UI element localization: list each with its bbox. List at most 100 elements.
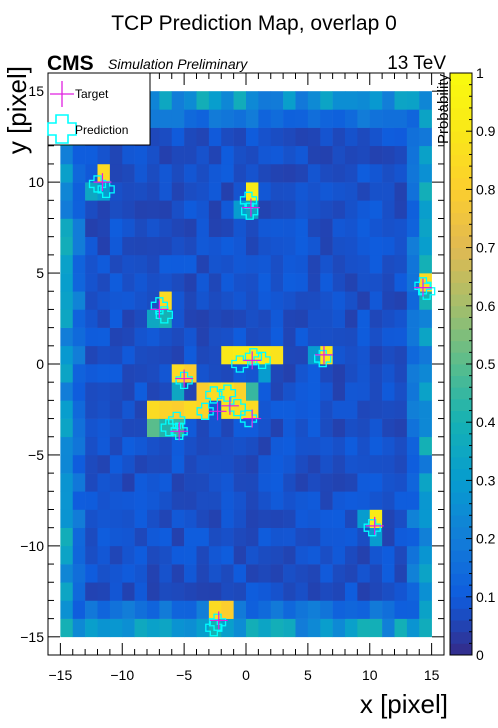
heatmap-cell <box>419 582 432 601</box>
heatmap-cell <box>208 345 222 365</box>
heatmap-cell <box>332 182 346 201</box>
heatmap-cell <box>85 309 98 328</box>
heatmap-cell <box>419 109 432 128</box>
heatmap-cell <box>283 254 296 274</box>
heatmap-cell <box>345 418 358 438</box>
heatmap-cell <box>258 418 272 438</box>
y-tick-label: −15 <box>20 629 44 645</box>
heatmap-cell <box>208 91 222 110</box>
heatmap-cell <box>109 182 123 201</box>
colorbar-tick-label: 0.9 <box>476 123 496 139</box>
heatmap-cell <box>406 618 420 638</box>
heatmap-cell <box>394 364 408 383</box>
heatmap-cell <box>258 200 272 219</box>
heatmap-cell <box>171 382 185 401</box>
heatmap-cell <box>345 545 358 565</box>
heatmap-cell <box>196 182 210 201</box>
heatmap-cell <box>307 600 321 619</box>
heatmap-cell <box>419 200 432 219</box>
heatmap-cell <box>208 600 222 619</box>
heatmap-cell <box>233 254 247 274</box>
heatmap-cell <box>97 545 111 565</box>
heatmap-cell <box>221 200 234 219</box>
heatmap-cell <box>258 564 272 583</box>
heatmap-cell <box>246 418 259 438</box>
heatmap-cell <box>295 418 309 438</box>
heatmap-cell <box>307 473 321 492</box>
target-marker <box>170 422 189 441</box>
heatmap-cell <box>382 364 395 383</box>
heatmap-cell <box>320 273 333 292</box>
heatmap-cell <box>85 364 98 383</box>
heatmap-cell <box>295 309 309 328</box>
heatmap-cell <box>246 582 259 601</box>
heatmap-cell <box>134 600 148 619</box>
heatmap-cell <box>171 254 185 274</box>
heatmap-cell <box>233 291 247 310</box>
heatmap-cell <box>221 127 234 147</box>
heatmap-cell <box>122 545 135 565</box>
heatmap-cell <box>270 91 284 110</box>
colorbar-segment <box>450 177 472 190</box>
heatmap-cell <box>332 527 346 547</box>
heatmap-cell <box>320 491 333 510</box>
heatmap-cell <box>233 182 247 201</box>
colorbar-segment <box>450 410 472 423</box>
colorbar-tick-label: 0 <box>476 647 484 663</box>
heatmap-cell <box>295 345 309 365</box>
heatmap-cell <box>419 509 432 528</box>
heatmap-cell <box>394 127 408 147</box>
heatmap-cell <box>122 454 135 474</box>
heatmap-cell <box>208 109 222 128</box>
heatmap-cell <box>109 364 123 383</box>
heatmap-cell <box>394 236 408 256</box>
heatmap-cell <box>184 509 197 528</box>
heatmap-cell <box>85 182 98 201</box>
heatmap-cell <box>394 254 408 274</box>
heatmap-cell <box>109 236 123 256</box>
heatmap-cell <box>382 273 395 292</box>
heatmap-cell <box>357 436 371 456</box>
heatmap-cell <box>332 436 346 456</box>
heatmap-cell <box>221 182 234 201</box>
heatmap-cell <box>147 273 160 292</box>
prediction-marker <box>205 619 223 637</box>
heatmap-cell <box>134 400 148 419</box>
heatmap-cell <box>97 582 111 601</box>
heatmap-cell <box>320 454 333 474</box>
heatmap-cell <box>196 454 210 474</box>
heatmap-cell <box>258 582 272 601</box>
prediction-marker <box>170 422 188 440</box>
heatmap-cell <box>345 254 358 274</box>
colorbar-segment <box>450 294 472 307</box>
heatmap-cell <box>147 454 160 474</box>
heatmap-cell <box>196 236 210 256</box>
heatmap-cell <box>283 564 296 583</box>
heatmap-cell <box>147 345 160 365</box>
heatmap-cell <box>406 309 420 328</box>
heatmap-cell <box>246 527 259 547</box>
heatmap-cell <box>394 491 408 510</box>
heatmap-cell <box>419 236 432 256</box>
heatmap-cell <box>159 236 173 256</box>
heatmap-cell <box>72 345 86 365</box>
heatmap-cell <box>60 600 74 619</box>
heatmap-cell <box>159 109 173 128</box>
heatmap-cell <box>394 273 408 292</box>
heatmap-cell <box>122 418 135 438</box>
heatmap-cell <box>419 454 432 474</box>
heatmap-cell <box>97 509 111 528</box>
heatmap-cell <box>406 327 420 347</box>
heatmap-cell <box>394 582 408 601</box>
heatmap-cell <box>270 327 284 347</box>
heatmap-cell <box>369 509 383 528</box>
chart-title: TCP Prediction Map, overlap 0 <box>111 12 397 35</box>
prediction-marker <box>88 175 107 193</box>
heatmap-cell <box>221 109 234 128</box>
heatmap-cell <box>134 273 148 292</box>
heatmap-cell <box>406 600 420 619</box>
heatmap-cell <box>307 182 321 201</box>
heatmap-cell <box>221 91 234 110</box>
heatmap-cell <box>72 545 86 565</box>
heatmap-cell <box>332 564 346 583</box>
